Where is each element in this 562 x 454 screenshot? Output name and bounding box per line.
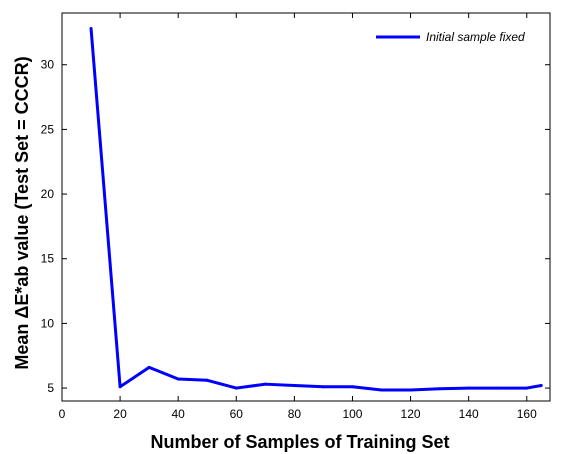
x-axis-ticks: 0 20 40 60 80 100 120 140 160 — [59, 13, 537, 421]
x-tick-label: 120 — [401, 407, 421, 421]
data-point — [118, 385, 122, 389]
data-point — [539, 383, 543, 387]
y-tick-label: 30 — [41, 58, 55, 72]
y-tick-label: 10 — [41, 316, 55, 330]
data-point — [205, 378, 209, 382]
data-point — [89, 27, 93, 31]
data-point — [438, 387, 442, 391]
legend-label: Initial sample fixed — [426, 30, 525, 44]
data-point — [176, 377, 180, 381]
plot-area — [61, 12, 551, 402]
data-point — [321, 385, 325, 389]
data-point — [467, 386, 471, 390]
x-tick-label: 60 — [230, 407, 244, 421]
legend: Initial sample fixed — [376, 30, 525, 44]
y-tick-label: 20 — [41, 187, 55, 201]
x-tick-label: 0 — [59, 407, 66, 421]
x-tick-label: 140 — [459, 407, 479, 421]
data-point — [525, 386, 529, 390]
x-tick-label: 160 — [517, 407, 537, 421]
x-tick-label: 80 — [288, 407, 302, 421]
series-layer — [89, 27, 543, 392]
y-tick-label: 15 — [41, 252, 55, 266]
data-point — [350, 385, 354, 389]
x-tick-label: 40 — [172, 407, 186, 421]
x-axis-title: Number of Samples of Training Set — [150, 432, 449, 452]
data-point — [234, 386, 238, 390]
data-point — [496, 386, 500, 390]
x-tick-label: 20 — [113, 407, 127, 421]
y-tick-label: 5 — [47, 381, 54, 395]
y-axis-title: Mean ΔE*ab value (Test Set = CCCR) — [12, 56, 32, 369]
data-point — [147, 365, 151, 369]
data-point — [263, 382, 267, 386]
y-tick-label: 25 — [41, 122, 55, 136]
data-point — [409, 388, 413, 392]
data-point — [380, 388, 384, 392]
data-point — [292, 383, 296, 387]
x-tick-label: 100 — [342, 407, 362, 421]
y-axis-ticks: 5 10 15 20 25 30 — [41, 58, 550, 395]
